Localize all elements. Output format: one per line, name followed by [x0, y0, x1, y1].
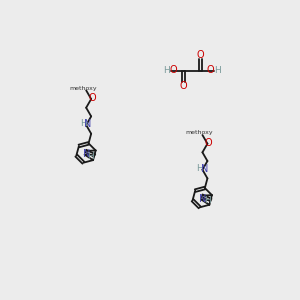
Text: O: O	[204, 137, 212, 148]
Text: H: H	[204, 196, 211, 206]
Text: H: H	[214, 66, 221, 75]
Text: N: N	[201, 164, 208, 173]
Text: H: H	[196, 164, 203, 173]
Text: H: H	[88, 152, 94, 161]
Text: O: O	[170, 65, 178, 75]
Text: O: O	[88, 93, 96, 103]
Text: O: O	[207, 65, 214, 75]
Text: O: O	[197, 50, 205, 60]
Text: H: H	[164, 66, 170, 75]
Text: N: N	[82, 149, 90, 159]
Text: H: H	[80, 119, 86, 128]
Text: N: N	[84, 119, 92, 129]
Text: N: N	[199, 194, 206, 204]
Text: methoxy: methoxy	[185, 130, 213, 135]
Text: methoxy: methoxy	[69, 85, 97, 91]
Text: O: O	[180, 81, 188, 91]
